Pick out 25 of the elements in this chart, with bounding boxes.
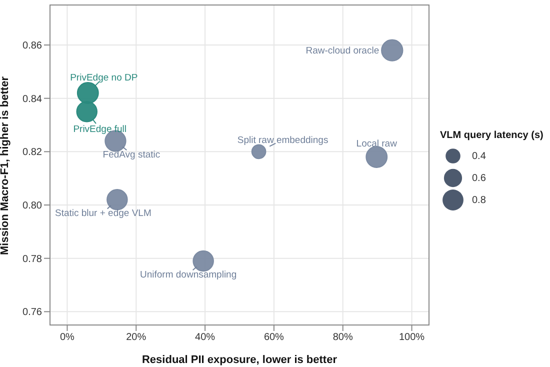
- annotation: Uniform downsampling: [140, 269, 237, 280]
- y-axis-title: Mission Macro-F1, higher is better: [0, 76, 11, 255]
- annotation: Split raw embeddings: [237, 134, 328, 146]
- x-tick-label: 40%: [195, 332, 216, 344]
- legend-title: VLM query latency (s): [440, 130, 544, 141]
- y-tick-label: 0.84: [22, 94, 42, 105]
- annotation: Raw-cloud oracle: [306, 46, 380, 57]
- legend-label: 0.4: [472, 150, 486, 162]
- annotation: Local raw: [356, 138, 398, 150]
- y-tick-label: 0.86: [22, 40, 42, 52]
- x-tick-label: 20%: [126, 332, 146, 344]
- legend-label: 0.8: [472, 194, 486, 206]
- annotation: Static blur + edge VLM: [55, 208, 152, 219]
- y-tick-label: 0.78: [22, 254, 42, 265]
- y-tick-label: 0.76: [22, 307, 42, 318]
- x-tick-label: 80%: [332, 332, 353, 344]
- y-tick-label: 0.82: [22, 147, 42, 158]
- y-tick-label: 0.80: [22, 200, 42, 212]
- annotation: FedAvg static: [102, 149, 160, 160]
- x-tick-label: 100%: [398, 332, 425, 344]
- annotation: PrivEdge no DP: [70, 72, 138, 84]
- x-tick-label: 60%: [264, 332, 284, 344]
- x-tick-label: 0%: [60, 332, 75, 344]
- legend-label: 0.6: [472, 172, 486, 184]
- x-axis-title: Residual PII exposure, lower is better: [142, 354, 338, 366]
